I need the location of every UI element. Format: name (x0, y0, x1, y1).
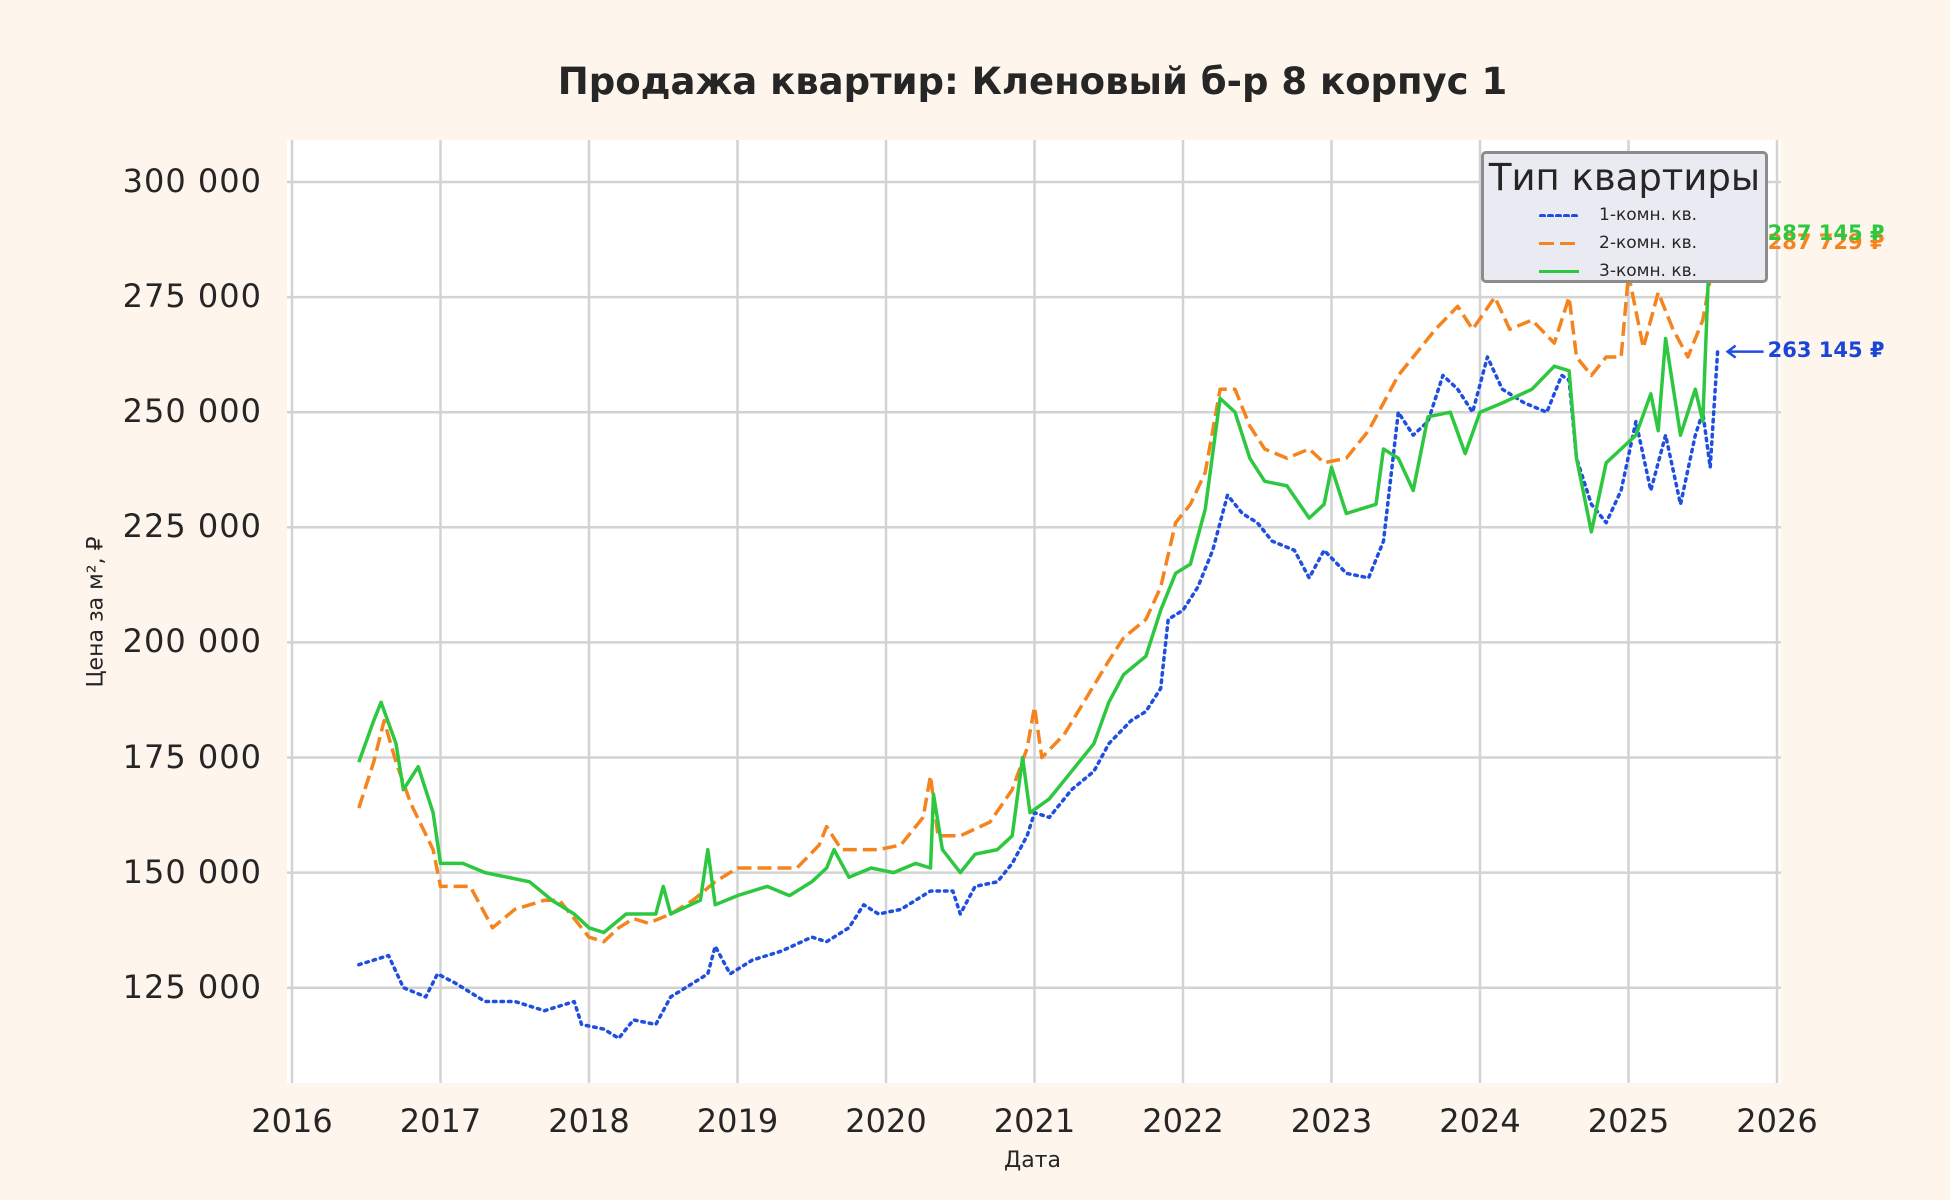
legend-item-3room: 3-комн. кв. (1539, 259, 1697, 283)
series-line (357, 226, 1720, 935)
gridlines (287, 140, 1781, 1083)
y-tick-label: 125 000 (122, 967, 262, 1006)
legend-label: 2-комн. кв. (1599, 233, 1698, 253)
last-value-label: 287 145 ₽ (1767, 221, 1885, 246)
x-tick-label: 2017 (399, 1102, 482, 1140)
series-line (357, 238, 1720, 944)
x-tick-label: 2016 (251, 1102, 333, 1140)
x-tick-label: 2023 (1290, 1102, 1373, 1140)
x-tick-label: 2026 (1736, 1102, 1818, 1140)
series-lines (357, 226, 1720, 1041)
x-tick-label: 2024 (1439, 1102, 1521, 1140)
y-tick-label: 275 000 (122, 277, 262, 316)
y-tick-label: 300 000 (122, 162, 262, 200)
y-tick-label: 150 000 (122, 852, 262, 891)
legend-label: 3-комн. кв. (1599, 261, 1698, 281)
last-value-label: 263 145 ₽ (1767, 337, 1885, 362)
x-tick-label: 2025 (1587, 1102, 1670, 1140)
y-tick-label: 225 000 (122, 507, 262, 546)
solid-line-icon (1539, 270, 1579, 273)
x-tick-label: 2022 (1142, 1102, 1224, 1140)
series-line (357, 349, 1720, 1041)
x-tick-label: 2021 (993, 1102, 1076, 1140)
legend-label: 1-комн. кв. (1599, 205, 1698, 225)
dashed-line-icon (1539, 242, 1579, 245)
y-tick-label: 175 000 (122, 737, 262, 776)
legend: Тип квартиры 1-комн. кв. 2-комн. кв. 3-к… (1481, 151, 1768, 283)
x-axis-label: Дата (1004, 1148, 1061, 1173)
y-axis-label: Цена за м², ₽ (83, 536, 109, 688)
x-tick-label: 2020 (845, 1102, 927, 1140)
dotted-line-icon (1539, 214, 1579, 217)
y-tick-label: 250 000 (122, 392, 262, 431)
x-tick-label: 2018 (548, 1102, 630, 1140)
legend-item-1room: 1-комн. кв. (1539, 203, 1697, 227)
x-tick-label: 2019 (696, 1102, 779, 1140)
last-value-label: 287 729 ₽ (1767, 230, 1885, 255)
chart-title: Продажа квартир: Кленовый б-р 8 корпус 1 (557, 60, 1508, 103)
legend-title: Тип квартиры (1488, 156, 1761, 199)
y-tick-label: 200 000 (122, 622, 262, 661)
legend-item-2room: 2-комн. кв. (1539, 231, 1697, 255)
